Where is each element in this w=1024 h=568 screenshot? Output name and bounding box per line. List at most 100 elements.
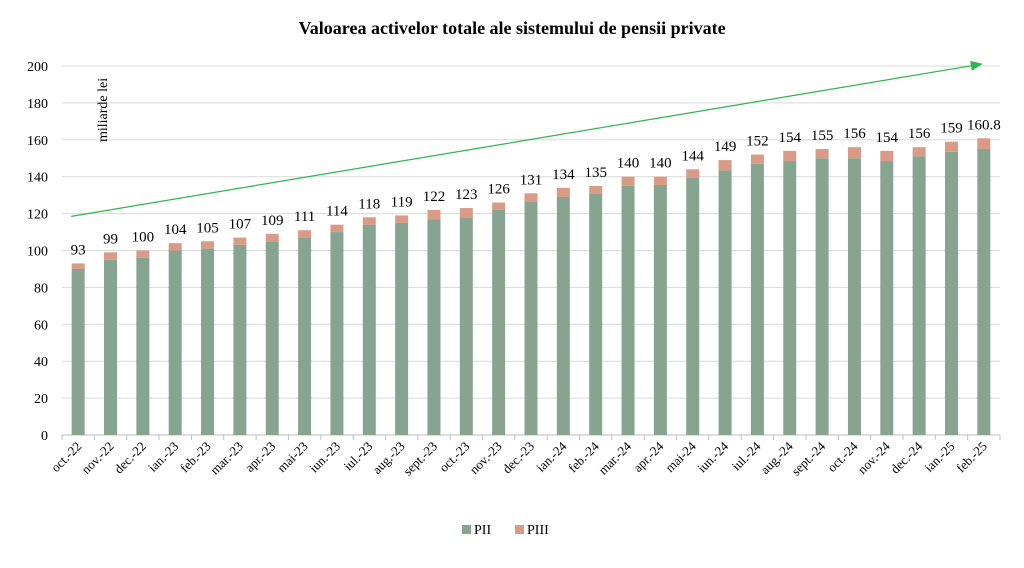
data-label-total: 109 bbox=[261, 213, 284, 229]
data-label-total: 111 bbox=[294, 209, 315, 225]
bar-piii-aug.-23 bbox=[395, 215, 409, 223]
bar-pii-aug.-23 bbox=[395, 222, 409, 435]
data-label-total: 126 bbox=[487, 182, 510, 198]
data-label-total: 107 bbox=[229, 217, 252, 233]
y-tick-label: 100 bbox=[27, 245, 48, 260]
bar-piii-aug.-24 bbox=[783, 150, 797, 162]
bar-piii-nov.-22 bbox=[104, 252, 118, 260]
bar-pii-apr.-23 bbox=[265, 241, 279, 435]
bar-pii-mai-23 bbox=[298, 237, 312, 435]
bar-pii-apr.-24 bbox=[653, 185, 667, 435]
x-tick-label: mar.-23 bbox=[207, 439, 246, 478]
y-tick-label: 120 bbox=[27, 208, 48, 223]
x-tick-label: sept.-23 bbox=[400, 439, 440, 479]
data-label-total: 123 bbox=[455, 187, 478, 203]
data-label-total: 155 bbox=[811, 128, 834, 144]
bar-pii-feb.-23 bbox=[201, 248, 215, 435]
bar-pii-aug.-24 bbox=[783, 161, 797, 435]
bar-piii-mar.-24 bbox=[621, 176, 635, 186]
data-label-total: 114 bbox=[326, 204, 348, 220]
data-label-total: 118 bbox=[358, 196, 380, 212]
data-label-total: 93 bbox=[71, 242, 86, 258]
bar-piii-oct.-23 bbox=[459, 208, 473, 218]
legend-label-piii: PIII bbox=[527, 523, 549, 538]
y-tick-label: 140 bbox=[27, 171, 48, 186]
x-tick-label: aug.-23 bbox=[369, 439, 407, 477]
bar-pii-dec.-22 bbox=[136, 257, 150, 435]
bar-pii-nov.-24 bbox=[880, 161, 894, 435]
bar-piii-ian.-23 bbox=[168, 243, 182, 251]
bar-piii-nov.-23 bbox=[492, 202, 506, 210]
bar-piii-iul.-24 bbox=[750, 154, 764, 164]
x-tick-label: feb.-24 bbox=[565, 438, 602, 475]
data-label-total: 140 bbox=[617, 156, 640, 172]
x-tick-label: sept.-24 bbox=[788, 438, 828, 478]
chart-title: Valoarea activelor totale ale sistemului… bbox=[298, 18, 725, 38]
x-tick-label: feb.-23 bbox=[177, 439, 214, 476]
x-tick-label: mar.-24 bbox=[595, 438, 634, 477]
data-label-total: 156 bbox=[843, 126, 866, 142]
data-label-total: 134 bbox=[552, 167, 575, 183]
data-label-total: 99 bbox=[103, 231, 118, 247]
x-tick-label: ian.-25 bbox=[921, 439, 957, 475]
y-tick-label: 200 bbox=[27, 60, 48, 75]
x-tick-label: iun.-24 bbox=[694, 438, 731, 475]
x-tick-label: nov.-24 bbox=[855, 438, 894, 477]
legend-swatch-piii bbox=[515, 525, 524, 534]
bar-pii-mar.-24 bbox=[621, 185, 635, 435]
data-label-total: 152 bbox=[746, 134, 769, 150]
y-tick-label: 60 bbox=[34, 318, 48, 333]
x-tick-label: dec.-23 bbox=[499, 439, 537, 477]
bar-piii-iul.-23 bbox=[362, 217, 376, 225]
bar-pii-sept.-23 bbox=[427, 219, 441, 435]
x-tick-label: oct.-24 bbox=[824, 438, 861, 475]
bar-pii-oct.-23 bbox=[459, 217, 473, 435]
data-label-total: 131 bbox=[520, 172, 543, 188]
bar-piii-dec.-23 bbox=[524, 193, 538, 202]
bar-piii-dec.-22 bbox=[136, 250, 150, 258]
y-tick-label: 180 bbox=[27, 97, 48, 112]
bar-piii-ian.-25 bbox=[944, 141, 958, 152]
y-tick-label: 160 bbox=[27, 134, 48, 149]
x-tick-label: mai-24 bbox=[662, 438, 699, 475]
data-label-total: 122 bbox=[423, 189, 446, 205]
data-label-total: 105 bbox=[196, 220, 219, 236]
bar-pii-ian.-25 bbox=[944, 151, 958, 436]
data-label-total: 159 bbox=[940, 121, 963, 137]
y-tick-label: 20 bbox=[34, 392, 48, 407]
bar-piii-iun.-23 bbox=[330, 224, 344, 233]
bar-piii-oct.-24 bbox=[847, 147, 861, 159]
x-tick-label: feb.-25 bbox=[953, 439, 990, 476]
bar-piii-oct.-22 bbox=[71, 263, 85, 269]
y-tick-label: 80 bbox=[34, 281, 48, 296]
data-label-total: 154 bbox=[779, 130, 802, 146]
bar-pii-sept.-24 bbox=[815, 158, 829, 435]
bar-pii-ian.-24 bbox=[556, 196, 570, 435]
bar-piii-feb.-25 bbox=[977, 138, 991, 150]
x-tick-label: iun.-23 bbox=[306, 439, 343, 476]
data-label-total: 144 bbox=[681, 148, 704, 164]
bar-piii-iun.-24 bbox=[718, 160, 732, 171]
bar-piii-sept.-24 bbox=[815, 149, 829, 159]
bar-pii-feb.-24 bbox=[589, 193, 603, 435]
bar-pii-iun.-24 bbox=[718, 170, 732, 435]
x-tick-label: oct.-22 bbox=[48, 439, 84, 475]
bar-pii-iul.-23 bbox=[362, 224, 376, 435]
bar-piii-apr.-23 bbox=[265, 233, 279, 242]
x-axis-ticks: oct.-22nov.-22dec.-22ian.-23feb.-23mar.-… bbox=[48, 435, 1001, 479]
bar-pii-ian.-23 bbox=[168, 250, 182, 435]
x-tick-label: apr.-23 bbox=[242, 439, 278, 475]
bar-pii-oct.-22 bbox=[71, 268, 85, 435]
bar-pii-dec.-24 bbox=[912, 156, 926, 435]
bar-piii-feb.-23 bbox=[201, 241, 215, 249]
legend-swatch-pii bbox=[462, 525, 471, 534]
x-tick-label: ian.-24 bbox=[533, 438, 570, 475]
data-label-total: 100 bbox=[132, 230, 155, 246]
legend-label-pii: PII bbox=[474, 523, 491, 538]
bar-pii-mar.-23 bbox=[233, 244, 247, 435]
bar-pii-nov.-22 bbox=[104, 259, 118, 435]
bar-pii-nov.-23 bbox=[492, 209, 506, 435]
bar-piii-mar.-23 bbox=[233, 237, 247, 245]
bar-pii-oct.-24 bbox=[847, 158, 861, 435]
